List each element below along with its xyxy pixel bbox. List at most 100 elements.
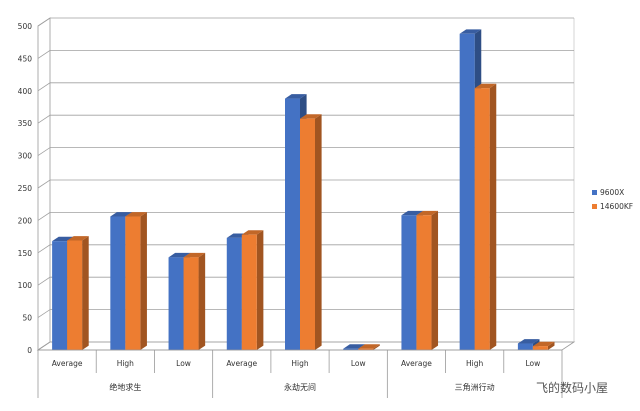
- gridline: [37, 82, 574, 92]
- bar-front: [285, 98, 300, 351]
- bar-front: [125, 216, 141, 350]
- bar-side: [256, 230, 264, 350]
- gridline: [37, 341, 574, 351]
- gridline: [37, 276, 574, 286]
- legend-item: 9600X: [592, 188, 624, 197]
- bar-top: [343, 344, 365, 349]
- y-tick-label: 400: [18, 87, 33, 96]
- bar-front: [183, 257, 199, 350]
- bar-top: [300, 114, 322, 119]
- bar-top: [168, 252, 191, 258]
- bar-side: [140, 212, 147, 350]
- bar-front: [343, 348, 359, 350]
- bar-side: [431, 210, 439, 350]
- x-category-label: High: [117, 359, 134, 368]
- gridline: [37, 17, 574, 27]
- x-category-label: Low: [525, 359, 540, 368]
- y-tick-label: 200: [18, 216, 33, 225]
- x-group-label: 三角洲行动: [455, 382, 495, 392]
- bar-front: [532, 346, 548, 350]
- x-category-label: Low: [351, 359, 366, 368]
- x-category-label: Average: [52, 359, 83, 368]
- bar-side: [547, 341, 555, 350]
- bar-14600KF-Low: [358, 344, 380, 350]
- bar-14600KF-Average: [416, 210, 439, 350]
- y-tick-label: 450: [18, 54, 33, 63]
- bar-top: [401, 210, 424, 216]
- y-tick-label: 100: [18, 281, 33, 290]
- bar-side: [489, 83, 497, 351]
- bar-14600KF-Average: [241, 230, 264, 350]
- legend: 9600X 14600KF: [592, 188, 633, 211]
- legend-swatch: [592, 204, 597, 209]
- gridline: [37, 114, 574, 124]
- gridlines: [37, 17, 574, 351]
- x-group-label: 绝地求生: [109, 382, 141, 392]
- bar-front: [416, 215, 432, 350]
- bar-14600KF-Low: [183, 252, 206, 350]
- legend-label: 14600KF: [600, 202, 633, 211]
- bar-top: [474, 83, 497, 89]
- x-group-label: 永劫无间: [284, 382, 316, 392]
- gridline: [37, 309, 574, 318]
- bar-top: [285, 94, 307, 99]
- bar-top: [358, 344, 380, 349]
- x-category-label: High: [466, 359, 483, 368]
- bar-top: [241, 230, 264, 235]
- gridline: [37, 244, 574, 254]
- gridline: [37, 147, 574, 156]
- bar-14600KF-Average: [67, 236, 89, 350]
- y-tick-label: 50: [22, 314, 32, 323]
- bar-front: [401, 215, 417, 350]
- y-tick-label: 150: [18, 249, 33, 258]
- bar-top: [67, 236, 89, 241]
- bar-top: [459, 29, 482, 34]
- gridline: [37, 211, 574, 221]
- bar-top: [532, 341, 555, 347]
- x-axis: Average High Low Average High Low Average High L…: [37, 349, 563, 398]
- bar-top: [416, 210, 439, 216]
- bar-top: [110, 212, 132, 217]
- bar-side: [373, 344, 380, 350]
- legend-item: 14600KF: [592, 202, 633, 211]
- bar-side: [315, 114, 322, 350]
- bar-front: [459, 33, 475, 350]
- y-tick-label: 250: [18, 184, 33, 193]
- x-category-label: Low: [176, 359, 191, 368]
- bar-front: [358, 348, 374, 350]
- x-category-label: High: [291, 359, 308, 368]
- legend-label: 9600X: [600, 188, 624, 197]
- bar-front: [67, 240, 83, 350]
- bar-top: [125, 212, 147, 217]
- gridline: [37, 50, 574, 59]
- bar-front: [241, 234, 257, 350]
- x-category-label: Average: [226, 359, 257, 368]
- bar-side: [82, 236, 89, 350]
- bar-14600KF-High: [300, 114, 322, 350]
- watermark: 飞的数码小屋: [536, 380, 608, 395]
- bar-14600KF-Low: [532, 341, 555, 350]
- y-tick-label: 350: [18, 119, 33, 128]
- bar-top: [183, 252, 206, 258]
- bars: [52, 29, 555, 351]
- bar-top: [517, 339, 540, 344]
- bar-14600KF-High: [474, 83, 497, 351]
- legend-swatch: [592, 190, 597, 195]
- bar-front: [474, 88, 490, 350]
- y-tick-label: 300: [18, 152, 33, 161]
- bar-front: [226, 237, 242, 350]
- bar-front: [52, 241, 68, 350]
- bar-front: [517, 343, 533, 350]
- bar-side: [198, 252, 206, 350]
- x-category-label: Average: [401, 359, 432, 368]
- y-tick-label: 500: [18, 22, 33, 31]
- bar-front: [110, 216, 126, 350]
- bar-front: [168, 257, 184, 350]
- bar-14600KF-High: [125, 212, 147, 350]
- y-tick-label: 0: [27, 346, 32, 355]
- y-axis-ticks: 0 50 100 150 200 250 300 350 400 450 500: [18, 22, 33, 355]
- gridline: [37, 179, 574, 189]
- bar-front: [300, 118, 315, 350]
